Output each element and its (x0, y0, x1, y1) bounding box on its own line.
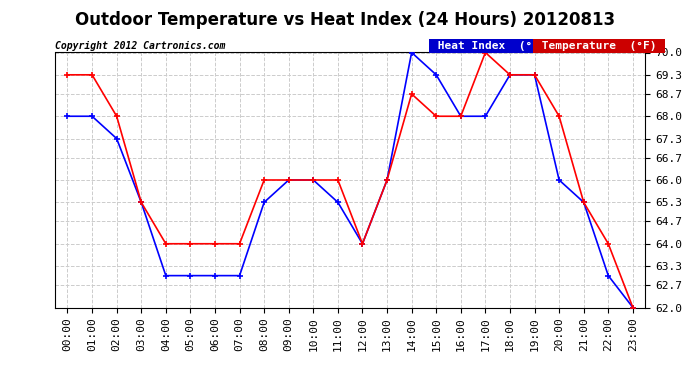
Text: Temperature  (°F): Temperature (°F) (535, 40, 663, 51)
Text: Copyright 2012 Cartronics.com: Copyright 2012 Cartronics.com (55, 40, 226, 51)
Text: Outdoor Temperature vs Heat Index (24 Hours) 20120813: Outdoor Temperature vs Heat Index (24 Ho… (75, 11, 615, 29)
Text: Heat Index  (°F): Heat Index (°F) (431, 40, 553, 51)
